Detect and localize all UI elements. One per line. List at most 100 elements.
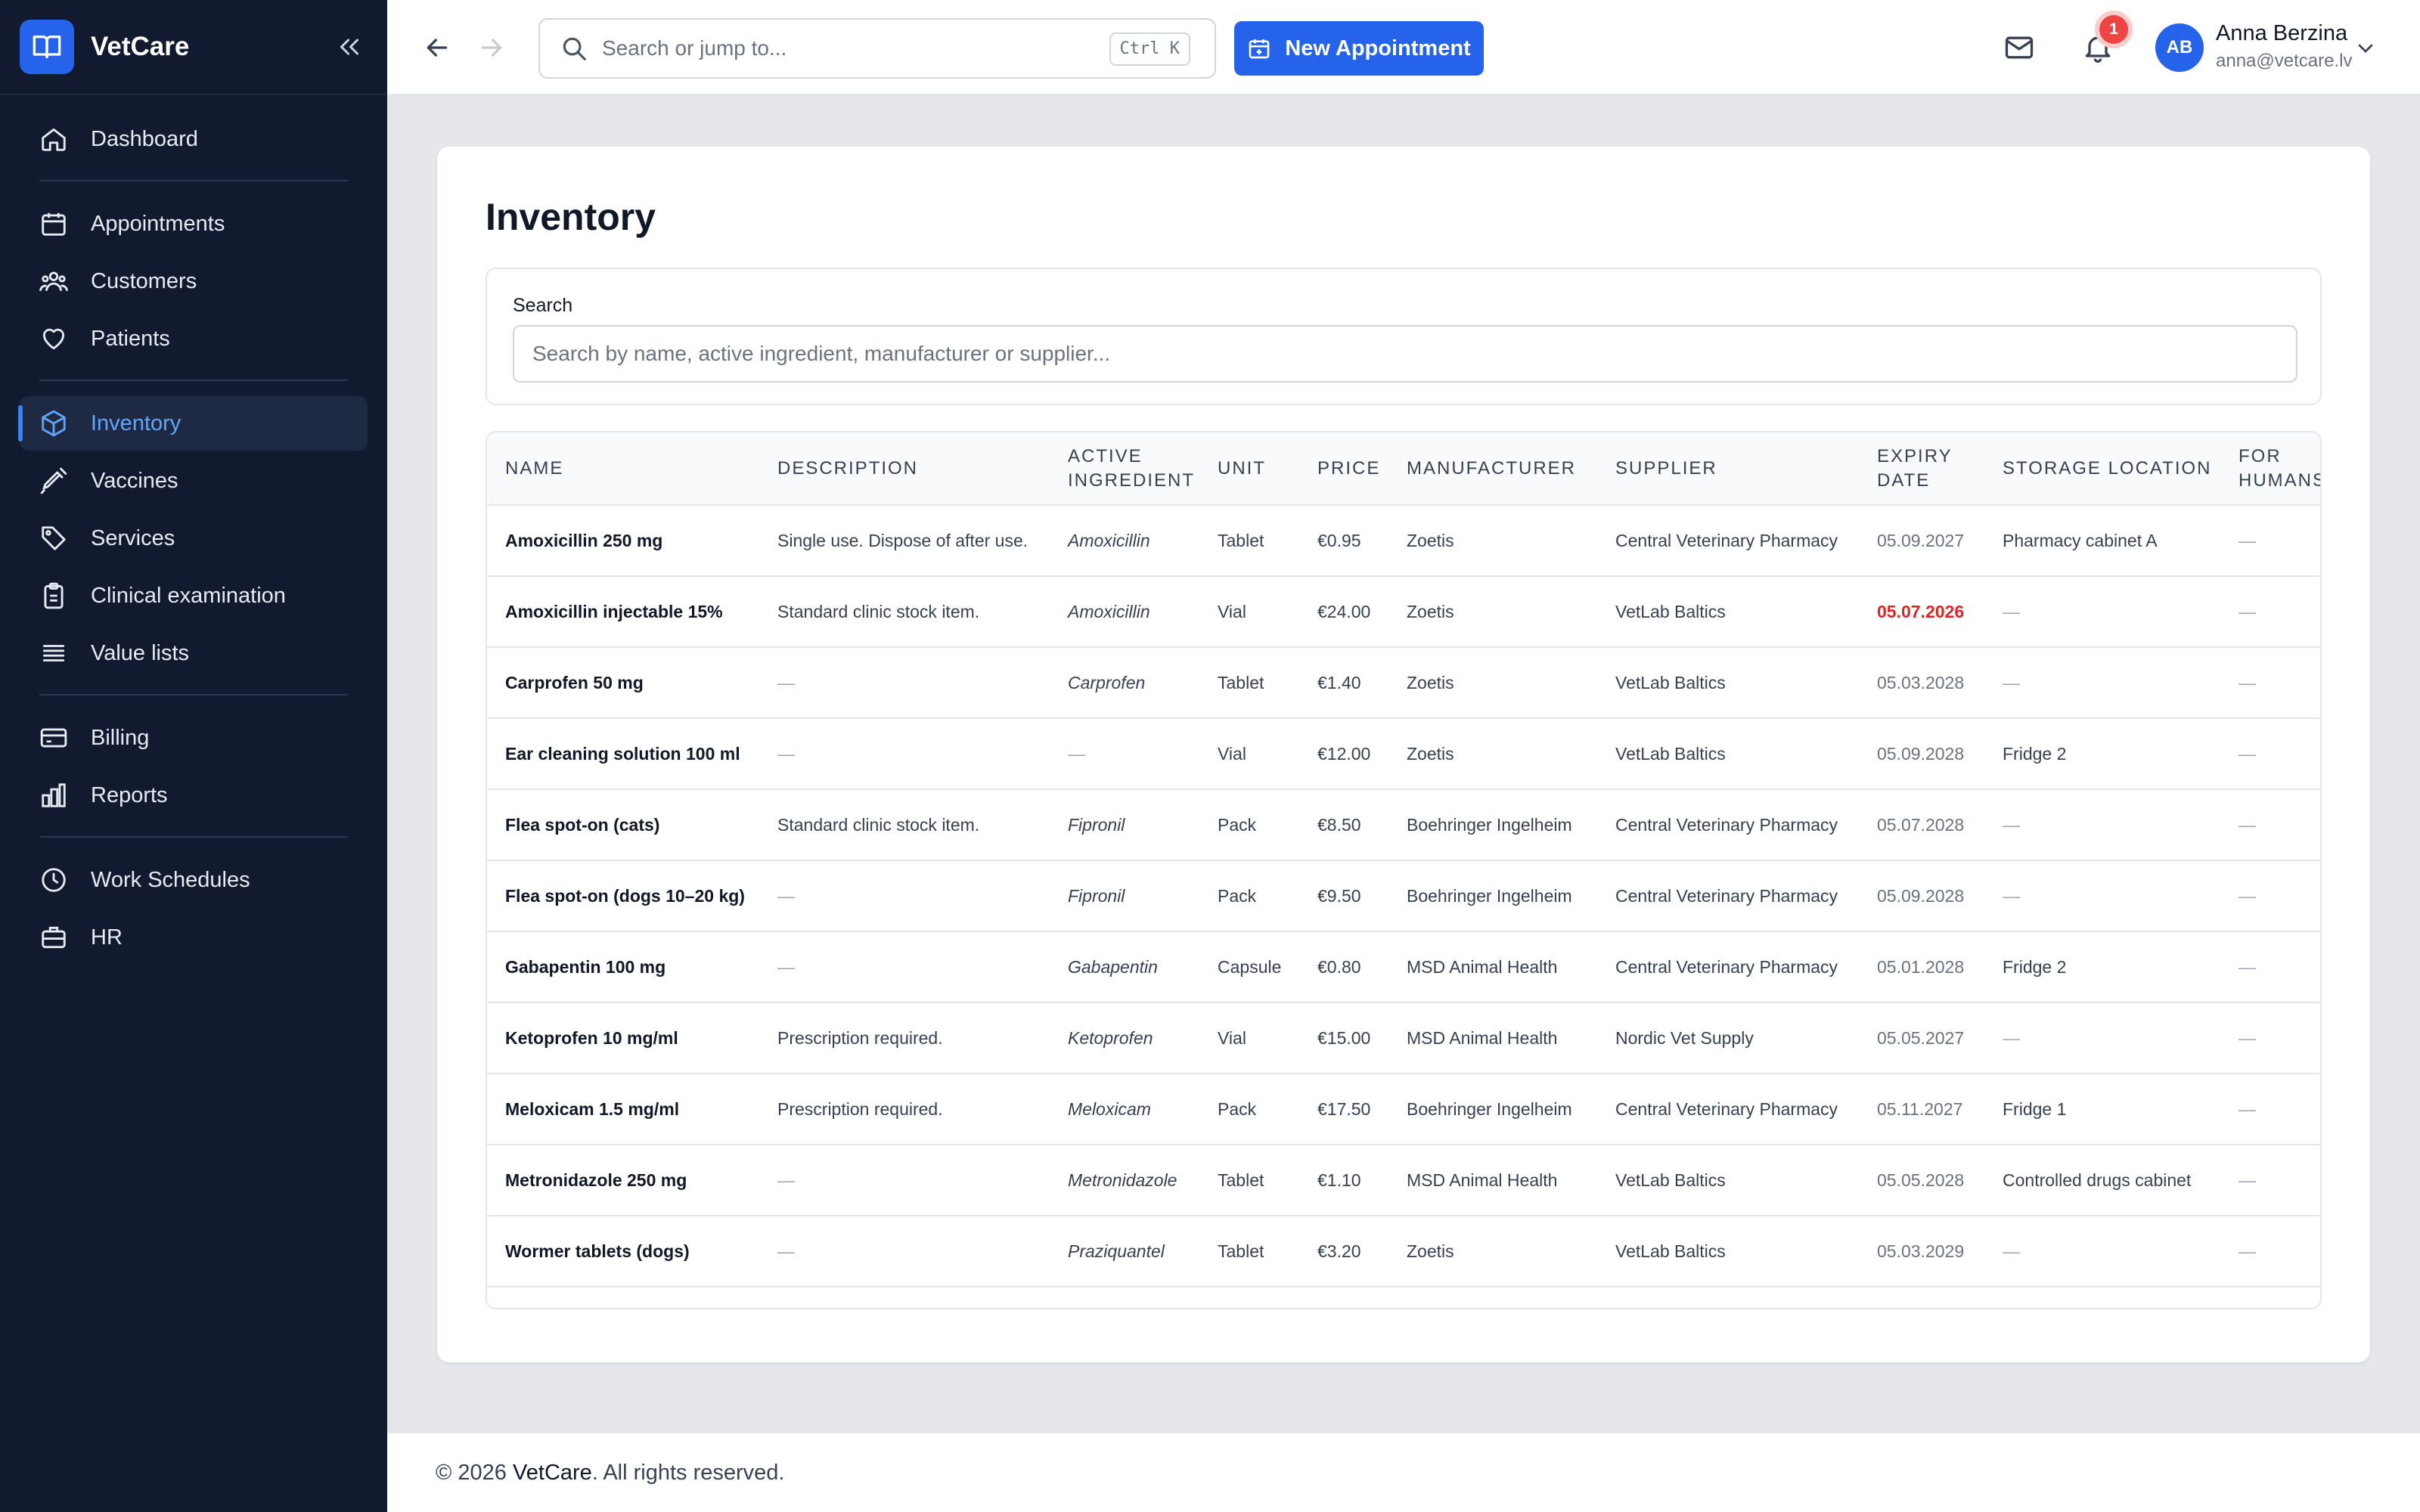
cell-expiry: 05.01.2028	[1859, 931, 1984, 1003]
cell-name: Wormer tablets (dogs)	[487, 1216, 759, 1287]
sidebar-item-vaccines[interactable]: Vaccines	[20, 454, 368, 508]
sidebar-divider	[39, 180, 348, 181]
sidebar-item-customers[interactable]: Customers	[20, 254, 368, 308]
sidebar-item-inventory[interactable]: Inventory	[18, 396, 368, 451]
list-icon	[42, 645, 65, 662]
page-title: Inventory	[486, 196, 656, 238]
cell-name: Metronidazole 250 mg	[487, 1145, 759, 1216]
table-row[interactable]: Flea spot-on (cats) Standard clinic stock…	[487, 789, 2320, 861]
cell-humans: —	[2220, 860, 2320, 932]
package-icon	[42, 410, 66, 437]
cell-unit: Pack	[1199, 860, 1299, 932]
sidebar-item-patients[interactable]: Patients	[20, 311, 368, 366]
brand-name[interactable]: VetCare	[91, 32, 190, 61]
column-header[interactable]: SUPPLIER	[1597, 432, 1859, 506]
cell-storage: —	[1984, 1002, 2220, 1074]
sidebar-item-label: Services	[91, 525, 175, 550]
sidebar-item-clinical-examination[interactable]: Clinical examination	[20, 569, 368, 623]
sidebar-item-billing[interactable]: Billing	[20, 711, 368, 765]
mail-icon[interactable]	[1996, 25, 2042, 70]
cell-supplier: VetLab Baltics	[1597, 576, 1859, 648]
collapse-sidebar-icon[interactable]	[331, 29, 368, 65]
cell-price: €0.95	[1299, 505, 1388, 577]
sidebar-item-label: Appointments	[91, 211, 225, 236]
cell-humans: —	[2220, 647, 2320, 719]
back-arrow-icon[interactable]	[414, 25, 460, 70]
cell-name: Ketoprofen 10 mg/ml	[487, 1002, 759, 1074]
bell-icon[interactable]	[2075, 25, 2121, 70]
sidebar-item-hr[interactable]: HR	[20, 910, 368, 965]
chevron-down-icon[interactable]	[2353, 36, 2378, 64]
cell-ingredient: Ketoprofen	[1050, 1002, 1199, 1074]
table-row[interactable]: Amoxicillin injectable 15% Standard clini…	[487, 576, 2320, 648]
cell-supplier: Nordic Vet Supply	[1597, 1002, 1859, 1074]
book-logo-icon[interactable]	[20, 20, 74, 74]
sidebar-header: VetCare	[0, 0, 387, 95]
sidebar-item-services[interactable]: Services	[20, 511, 368, 565]
table-row[interactable]: Gabapentin 100 mg — Gabapentin Capsule €0.80…	[487, 931, 2320, 1003]
inventory-search-input[interactable]: Search by name, active ingredient, manuf…	[513, 325, 2297, 383]
cell-unit: Tablet	[1199, 505, 1299, 577]
cell-supplier: Central Veterinary Pharmacy	[1597, 789, 1859, 861]
cell-ingredient: Fipronil	[1050, 860, 1199, 932]
cell-storage: —	[1984, 1216, 2220, 1287]
cell-expiry: 05.03.2028	[1859, 647, 1984, 719]
search-icon	[563, 37, 586, 60]
cell-manufacturer: Boehringer Ingelheim	[1388, 789, 1597, 861]
table-header-row: NAME DESCRIPTION ACTIVE INGREDIENT UNIT …	[487, 432, 2320, 506]
table-row[interactable]: Amoxicillin 250 mg Single use. Dispose of…	[487, 505, 2320, 577]
column-header[interactable]: MANUFACTURER	[1388, 432, 1597, 506]
cell-manufacturer: Zoetis	[1388, 505, 1597, 577]
column-header[interactable]: EXPIRY DATE	[1859, 432, 1984, 506]
sidebar-item-label: Patients	[91, 326, 170, 351]
cell-description: —	[759, 931, 1050, 1003]
forward-arrow-icon[interactable]	[469, 25, 514, 70]
column-header[interactable]: NAME	[487, 432, 759, 506]
global-search-input[interactable]: Search or jump to... Ctrl K	[538, 18, 1216, 79]
cell-manufacturer: Zoetis	[1388, 718, 1597, 790]
sidebar-item-label: Vaccines	[91, 468, 178, 493]
sidebar-item-label: Reports	[91, 782, 168, 807]
cell-description: Single use. Dispose of after use.	[759, 505, 1050, 577]
table-row[interactable]: Carprofen 50 mg — Carprofen Tablet €1.40 Zoet…	[487, 647, 2320, 719]
sidebar-item-work-schedules[interactable]: Work Schedules	[20, 853, 368, 907]
cell-description: Standard clinic stock item.	[759, 576, 1050, 648]
cell-description: —	[759, 1145, 1050, 1216]
footer-prefix: © 2026	[436, 1460, 507, 1485]
footer: © 2026 VetCare. All rights reserved.	[387, 1433, 2420, 1512]
clock-icon	[42, 868, 66, 892]
cell-expiry: 05.09.2028	[1859, 860, 1984, 932]
table-body: Amoxicillin 250 mg Single use. Dispose of…	[487, 505, 2320, 1287]
column-header[interactable]: DESCRIPTION	[759, 432, 1050, 506]
cell-ingredient: Gabapentin	[1050, 931, 1199, 1003]
footer-brand[interactable]: VetCare	[513, 1460, 592, 1485]
users-icon	[39, 271, 68, 291]
table-row[interactable]: Wormer tablets (dogs) — Praziquantel Tablet…	[487, 1216, 2320, 1287]
column-header[interactable]: FOR HUMANS	[2220, 432, 2320, 506]
column-header[interactable]: UNIT	[1199, 432, 1299, 506]
table-row[interactable]: Meloxicam 1.5 mg/ml Prescription required…	[487, 1074, 2320, 1145]
cell-humans: —	[2220, 1074, 2320, 1145]
syringe-icon	[40, 467, 67, 494]
sidebar-item-appointments[interactable]: Appointments	[20, 197, 368, 251]
cell-ingredient: Metronidazole	[1050, 1145, 1199, 1216]
sidebar-item-dashboard[interactable]: Dashboard	[20, 112, 368, 166]
table-row[interactable]: Metronidazole 250 mg — Metronidazole Tablet…	[487, 1145, 2320, 1216]
column-header[interactable]: PRICE	[1299, 432, 1388, 506]
user-menu[interactable]: Anna Berzina anna@vetcare.lv	[2216, 21, 2352, 72]
sidebar-item-value-lists[interactable]: Value lists	[20, 626, 368, 680]
table-row[interactable]: Ear cleaning solution 100 ml — — Vial €12.00…	[487, 718, 2320, 790]
sidebar-item-reports[interactable]: Reports	[20, 768, 368, 823]
new-appointment-button[interactable]: New Appointment	[1234, 21, 1484, 76]
cell-supplier: VetLab Baltics	[1597, 1145, 1859, 1216]
avatar[interactable]: AB	[2155, 23, 2204, 72]
cell-name: Ear cleaning solution 100 ml	[487, 718, 759, 790]
cell-storage: —	[1984, 647, 2220, 719]
table-row[interactable]: Flea spot-on (dogs 10–20 kg) — Fipronil Pac…	[487, 860, 2320, 932]
cell-description: —	[759, 860, 1050, 932]
table-row[interactable]: Ketoprofen 10 mg/ml Prescription required…	[487, 1002, 2320, 1074]
cell-supplier: VetLab Baltics	[1597, 718, 1859, 790]
column-header[interactable]: STORAGE LOCATION	[1984, 432, 2220, 506]
column-header[interactable]: ACTIVE INGREDIENT	[1050, 432, 1199, 506]
cell-unit: Tablet	[1199, 647, 1299, 719]
